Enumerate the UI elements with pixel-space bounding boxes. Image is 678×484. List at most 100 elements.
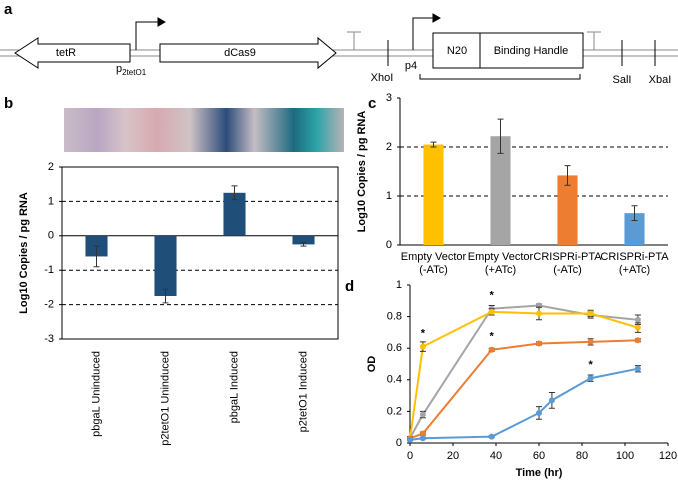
point <box>548 397 555 404</box>
point <box>488 308 495 315</box>
plot-frame <box>61 166 339 340</box>
panel-label: b <box>4 95 13 112</box>
bar <box>154 235 177 296</box>
error-bar <box>631 205 638 221</box>
panel-label: d <box>345 278 354 295</box>
tube-photo <box>64 108 344 152</box>
error-bar <box>430 141 437 148</box>
y-tick-label: 3 <box>386 92 392 104</box>
site-label: SalI <box>613 74 632 86</box>
x-tick-label: 40 <box>490 450 502 462</box>
bar <box>292 235 315 245</box>
y-tick-label: 0.8 <box>387 311 402 323</box>
y-tick-label: 0 <box>396 437 402 449</box>
terminator <box>587 31 601 50</box>
y-tick-label: 0 <box>48 230 54 242</box>
y-axis-label: Log10 Copies / pg RNA <box>18 192 30 314</box>
plasmid-diagram <box>0 13 678 80</box>
bar <box>624 213 645 245</box>
x-tick-line: Empty Vector <box>401 251 467 263</box>
x-tick-label: 120 <box>659 450 677 462</box>
x-tick-line: (+ATc) <box>619 264 650 276</box>
promoter-label: p2tetO1 <box>116 63 147 77</box>
x-tick-label: 60 <box>533 450 545 462</box>
insert-label: N20 <box>447 45 467 57</box>
y-tick-label: 0.2 <box>387 405 402 417</box>
x-tick-label: CRISPRi-PTA (+ATc) <box>600 251 669 276</box>
x-axis-label: Time (hr) <box>516 467 563 479</box>
panel-label: a <box>4 1 13 18</box>
bar <box>423 144 444 245</box>
point <box>634 316 641 323</box>
bar <box>557 175 578 245</box>
promoter-arrow <box>135 21 165 50</box>
y-tick-label: -2 <box>44 299 54 311</box>
y-tick-label: 1 <box>396 279 402 291</box>
x-tick-label: 100 <box>616 450 634 462</box>
point <box>634 337 641 344</box>
series-line <box>409 367 639 441</box>
point <box>536 340 542 347</box>
y-tick-label: -1 <box>44 264 54 276</box>
y-axis-label: OD <box>366 356 378 373</box>
x-tick-label: 80 <box>576 450 588 462</box>
x-tick-line: Empty Vector <box>468 251 534 263</box>
point <box>587 310 594 317</box>
y-tick-label: 0 <box>386 239 392 251</box>
x-tick-line: (-ATc) <box>553 264 582 276</box>
point <box>587 338 594 345</box>
x-tick-label: pbgaL Uninduced <box>90 351 102 437</box>
x-tick-label: p2tetO1 Uninduced <box>159 351 171 446</box>
point <box>587 375 594 382</box>
promoter-head <box>432 13 442 23</box>
series-line <box>409 310 639 439</box>
x-tick-label: 20 <box>447 450 459 462</box>
point <box>419 411 426 418</box>
y-tick-label: 2 <box>48 161 54 173</box>
y-tick-label: -3 <box>44 333 54 345</box>
x-tick-line: (-ATc) <box>419 264 448 276</box>
y-tick-label: 2 <box>386 141 392 153</box>
x-tick-line: CRISPRi-PTA <box>533 251 602 263</box>
insert-label: Binding Handle <box>494 45 569 57</box>
x-tick-label: 0 <box>407 450 413 462</box>
point <box>419 343 426 350</box>
series-line <box>409 339 638 440</box>
gene-label: tetR <box>56 47 76 59</box>
x-tick-label: p2tetO1 Induced <box>297 351 309 432</box>
point <box>634 365 641 372</box>
series-line <box>409 304 638 439</box>
promoter-label: p4 <box>405 60 417 72</box>
site-label: XhoI <box>371 72 394 84</box>
point <box>419 430 426 437</box>
x-tick-label: Empty Vector (-ATc) <box>401 251 467 276</box>
tetr-arrow <box>14 37 131 69</box>
point <box>488 346 495 353</box>
insert-box <box>432 32 584 69</box>
promoter-sub: 2tetO1 <box>122 68 147 77</box>
error-bar <box>300 242 307 247</box>
terminator <box>347 31 361 50</box>
error-bar <box>93 245 100 268</box>
bar <box>490 136 511 245</box>
promoter-p: p <box>116 63 122 75</box>
annotation: * <box>490 290 495 302</box>
point <box>634 324 641 331</box>
point <box>536 310 542 317</box>
bar <box>223 192 246 236</box>
error-bar <box>231 185 238 201</box>
y-tick-label: 0.6 <box>387 342 402 354</box>
y-tick-label: 0.4 <box>387 374 402 386</box>
promoter-arrow <box>412 17 440 50</box>
annotation: * <box>490 331 495 343</box>
point <box>536 409 542 416</box>
error-bar <box>564 165 571 186</box>
x-tick-line: (+ATc) <box>485 264 516 276</box>
y-tick-label: 1 <box>48 195 54 207</box>
error-bar <box>497 118 504 154</box>
x-tick-label: CRISPRi-PTA (-ATc) <box>533 251 602 276</box>
error-bar <box>162 288 169 304</box>
annotation: * <box>421 328 426 340</box>
annotation: * <box>588 359 593 371</box>
